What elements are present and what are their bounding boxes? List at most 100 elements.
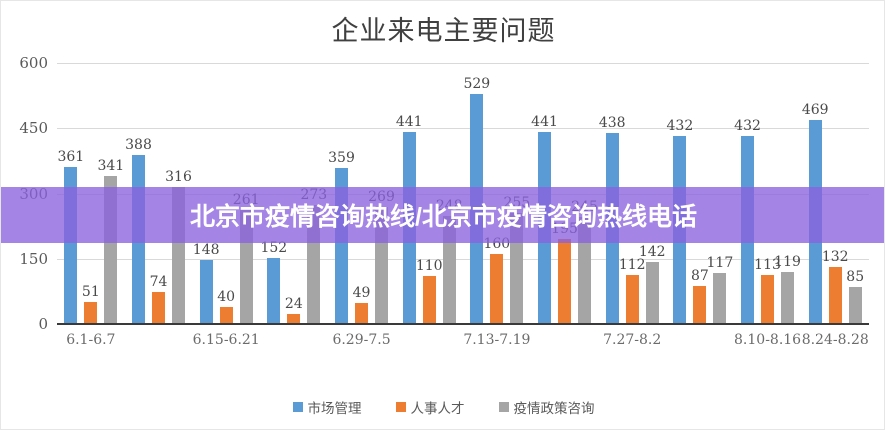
bar-hr-talent: 24 [285,296,303,324]
x-axis-label-blank [531,332,599,358]
bar-value-label: 87 [690,268,709,285]
bar-value-label: 255 [503,195,531,212]
bar-value-label: 132 [821,248,849,265]
legend-label: 疫情政策咨询 [513,401,595,416]
bar-market-management: 529 [463,76,490,324]
bar-group: 359 49 269 [328,63,396,324]
bar-value-label: 117 [706,255,734,272]
gridline-450 [57,128,869,130]
plot-area: 0 150 300 450 600 361 51 341 388 74 316 148 40 261 15… [19,54,869,333]
legend-label: 市场管理 [307,401,362,416]
bar-value-label: 269 [368,189,395,205]
bar-hr-talent: 40 [217,289,235,324]
bar-hr-talent: 49 [353,285,370,324]
bar-value-label: 195 [551,221,578,238]
bar-value-label: 49 [352,284,371,301]
bar-epidemic-policy: 273 [300,187,327,324]
bar-epidemic-policy: 142 [639,244,666,324]
bar-value-label: 529 [463,75,491,92]
bar-hr-talent: 113 [754,257,781,324]
x-axis-label-blank [125,332,193,358]
x-axis-line [57,323,869,325]
chart-title: 企业来电主要问题 [331,16,556,47]
bar-value-label: 316 [165,168,192,185]
bar-group: 529 160 255 [463,63,531,324]
bar-group: 148 40 261 [192,63,260,324]
x-axis-label: 7.13-7.19 [463,332,531,348]
bar-value-label: 24 [284,295,303,312]
legend-swatch-icon [498,402,509,412]
bar-market-management: 432 [667,118,693,324]
bar-hr-talent: 195 [551,221,578,324]
bar-hr-talent: 110 [416,258,443,324]
bar-value-label: 469 [801,102,829,118]
bar-value-label: 441 [395,114,423,131]
bar-market-management: 432 [734,118,761,324]
bar-hr-talent: 132 [822,249,849,324]
bar-value-label: 51 [81,283,100,300]
bar-epidemic-policy: 255 [503,195,530,324]
bar-hr-talent: 160 [483,236,510,324]
y-tick-label: 0 [38,315,48,333]
bar-value-label: 160 [483,236,511,253]
legend-swatch-icon [395,402,406,412]
legend-swatch-icon [292,402,303,412]
bar-value-label: 152 [260,239,288,256]
x-axis-label: 7.27-8.2 [603,332,662,348]
bar-hr-talent: 112 [619,257,646,324]
bar-value-label: 261 [232,192,260,209]
bar-value-label: 248 [435,198,463,215]
bar-value-label: 441 [531,114,558,131]
x-axis-label-blank [260,332,328,358]
gridline-150 [57,258,869,260]
bar-epidemic-policy: 119 [774,254,801,324]
bar-value-label: 273 [300,187,328,204]
legend-item[interactable]: 人事人才 [395,397,465,417]
bar-value-label: 432 [666,118,694,135]
bar-group: 441 110 248 [395,63,463,324]
bar-market-management: 361 [57,149,84,324]
legend-item[interactable]: 疫情政策咨询 [498,397,595,417]
bar-epidemic-policy: 269 [368,189,395,324]
y-tick-label: 300 [19,184,48,203]
bar-epidemic-policy: 245 [571,199,598,324]
bar-epidemic-policy: 316 [165,169,192,324]
bar-group: 152 24 273 [260,63,328,324]
bar-epidemic-policy: 341 [97,158,124,324]
bar-group: 441 195 245 [531,63,599,324]
bar-value-label: 113 [754,256,781,273]
x-axis-label: 6.15-6.21 [192,332,260,348]
bar-epidemic-policy: 85 [846,269,864,324]
x-axis-labels: 6.1-6.7 6.15-6.21 6.29-7.5 7.13-7.19 7.27-8.… [57,332,869,358]
bar-market-management: 359 [328,150,355,324]
bar-market-management: 441 [531,114,558,324]
x-axis-label: 8.10-8.16 [734,332,802,348]
legend-item[interactable]: 市场管理 [292,397,362,417]
bar-market-management: 441 [396,114,423,324]
bar-value-label: 245 [571,199,598,216]
y-tick-label: 600 [19,54,48,72]
legend-label: 人事人才 [410,401,465,416]
bar-group: 388 74 316 [125,63,193,324]
bar-value-label: 85 [846,269,865,286]
bar-market-management: 388 [125,137,152,324]
x-axis-label-blank [395,332,463,358]
gridline-600 [57,63,869,64]
bar-group: 469 132 85 [801,63,869,324]
x-axis-label: 6.29-7.5 [332,332,391,348]
bar-value-label: 110 [415,258,443,275]
bar-epidemic-policy: 248 [436,198,463,324]
bar-market-management: 152 [260,240,287,324]
bar-group: 432 87 117 [666,63,734,324]
bar-value-label: 361 [57,148,85,165]
bar-value-label: 148 [192,241,220,258]
bar-value-label: 432 [734,118,761,135]
bar-market-management: 469 [802,102,829,324]
x-axis-label-blank [666,332,734,358]
bar-epidemic-policy: 117 [707,255,733,324]
y-tick-label: 450 [19,119,48,138]
bar-value-label: 40 [217,288,236,305]
bar-group: 432 113 119 [734,63,802,324]
bar-group: 438 112 142 [598,63,666,324]
bar-market-management: 438 [599,115,626,324]
